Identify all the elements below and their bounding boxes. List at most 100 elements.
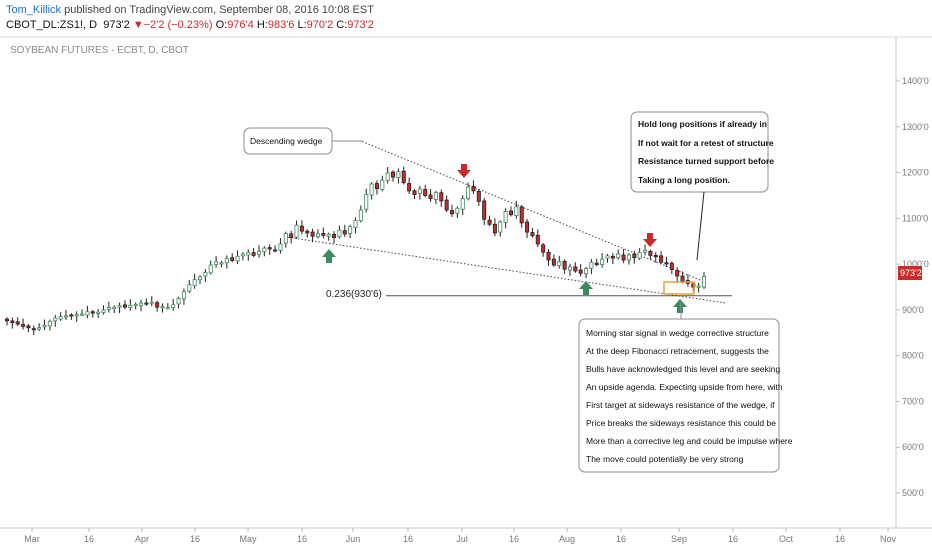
candle-body	[294, 224, 299, 238]
candle-body	[224, 258, 229, 264]
candle-body	[562, 260, 567, 270]
wedge-lower-line	[283, 236, 727, 304]
callout-bottom-line-6: Price breaks the sideways resistance thi…	[586, 418, 776, 428]
candle-body	[391, 171, 396, 178]
candle-body	[680, 275, 685, 282]
candle-body	[616, 253, 621, 259]
candle-body	[15, 321, 20, 325]
candle-body	[610, 255, 615, 259]
buy-arrow-icon	[322, 249, 336, 257]
candle-body	[160, 306, 165, 309]
candle-body	[326, 233, 331, 237]
price-axis[interactable]: 500'0 600'0 700'0 800'0 900'0 1000'0 1100'0 120…	[896, 76, 929, 498]
candle-body	[273, 249, 278, 252]
publish-line: Tom_Killick published on TradingView.com…	[6, 4, 374, 16]
x-tick-label: Oct	[779, 534, 794, 544]
x-tick-label: Mar	[24, 534, 40, 544]
callout-top-line-4: Taking a long position.	[638, 175, 730, 185]
candle-body	[369, 183, 374, 196]
callout-top-line-2: If not wait for a retest of structure	[638, 138, 774, 148]
candle-body	[578, 269, 583, 274]
callout-bottom-line-3: Bulls have acknowledged this level and a…	[586, 364, 780, 374]
callout-bottom-line-7: More than a corrective leg and could be …	[586, 436, 793, 446]
candle-body	[594, 262, 599, 265]
close-label: C:	[336, 19, 348, 31]
candle-body	[664, 262, 669, 265]
candle-body	[42, 325, 47, 328]
candle-body	[428, 194, 433, 200]
candle-body	[337, 229, 342, 238]
callout-bottom-line-1: Morning star signal in wedge corrective …	[586, 328, 769, 338]
y-tick-label: 700'0	[902, 396, 924, 406]
candle-body	[96, 311, 101, 314]
candle-body	[525, 221, 530, 233]
candle-body	[203, 271, 208, 277]
morning-star-highlight	[663, 281, 695, 295]
candle-body	[557, 261, 562, 266]
candle-body	[584, 268, 589, 275]
candle-body	[299, 225, 304, 232]
buy-arrow-icon	[583, 289, 589, 295]
candle-body	[519, 206, 524, 224]
candle-body	[112, 306, 117, 309]
wedge-upper-line	[361, 140, 707, 283]
candle-body	[289, 233, 294, 238]
x-tick-label: 16	[728, 534, 738, 544]
last-price: 973'2	[103, 19, 130, 31]
candle-body	[546, 251, 551, 261]
open-value: 976'4	[227, 19, 254, 31]
callout-bottom-line-4: An upside agenda. Expecting upside from …	[586, 382, 783, 392]
buy-arrow-icon	[677, 307, 683, 313]
candle-body	[567, 266, 572, 271]
candle-body	[396, 171, 401, 178]
buy-arrow-icon	[673, 299, 687, 307]
author-link[interactable]: Tom_Killick	[6, 4, 62, 16]
candle-body	[342, 230, 347, 235]
chart-title: SOYBEAN FUTURES - ECBT, D, CBOT	[10, 45, 189, 56]
y-tick-label: 900'0	[902, 305, 924, 315]
y-tick-label: 1400'0	[902, 76, 929, 86]
buy-arrow-icon	[326, 257, 332, 263]
candle-body	[653, 255, 658, 258]
candle-body	[332, 233, 337, 238]
x-tick-label: Jul	[456, 534, 468, 544]
drawings	[283, 140, 732, 304]
candle-body	[106, 307, 111, 310]
candle-body	[364, 194, 369, 210]
candle-body	[69, 314, 74, 317]
candle-body	[423, 189, 428, 196]
hold-long-pointer	[696, 191, 705, 261]
candle-body	[122, 304, 127, 308]
candle-body	[385, 172, 390, 181]
y-tick-label: 500'0	[902, 488, 924, 498]
buy-arrow-icon	[579, 281, 593, 289]
candle-body	[476, 190, 481, 202]
callout-bottom-line-8: The move could potentially be very stron…	[586, 454, 744, 464]
candle-body	[187, 284, 192, 292]
symbol-label: CBOT_DL:ZS1!, D	[6, 19, 98, 31]
candle-body	[643, 249, 648, 253]
candle-body	[305, 230, 310, 234]
candle-body	[648, 250, 653, 256]
candle-body	[471, 185, 476, 192]
down-arrow-icon: ▼	[132, 19, 144, 31]
candle-body	[600, 258, 605, 265]
candle-body	[455, 207, 460, 214]
time-axis[interactable]: Mar 16 Apr 16 May 16 Jun 16 Jul 16 Aug 16 Sep 16 Oct 16…	[24, 528, 896, 544]
candle-body	[621, 254, 626, 261]
x-tick-label: Aug	[559, 534, 575, 544]
open-label: O:	[215, 19, 228, 31]
candle-body	[482, 200, 487, 220]
candle-body	[632, 253, 637, 259]
candle-body	[675, 270, 680, 277]
candle-body	[85, 311, 90, 316]
candle-body	[466, 186, 471, 200]
candle-body	[117, 305, 122, 308]
candle-body	[267, 247, 272, 250]
candle-body	[605, 255, 610, 259]
x-tick-label: May	[239, 534, 257, 544]
sell-arrow-icon	[643, 239, 657, 247]
candle-body	[412, 190, 417, 195]
y-tick-label: 1300'0	[902, 122, 929, 132]
